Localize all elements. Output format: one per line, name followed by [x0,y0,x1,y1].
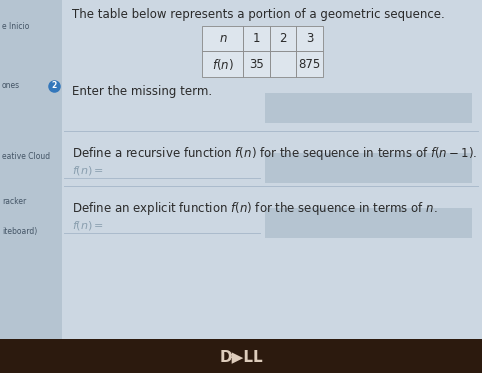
Text: eative Cloud: eative Cloud [2,152,50,161]
Text: 35: 35 [249,58,264,70]
Bar [202,26,243,51]
Bar [0,339,482,373]
Text: e Inicio: e Inicio [2,22,29,31]
Bar [296,51,323,77]
Text: 875: 875 [298,58,321,70]
Text: Define a recursive function $f(n)$ for the sequence in terms of $f(n-1)$.: Define a recursive function $f(n)$ for t… [72,145,477,162]
Bar [265,93,472,123]
Bar [243,51,270,77]
Bar [265,208,472,238]
Bar [270,26,296,51]
Text: racker: racker [2,197,26,206]
Bar [0,0,62,373]
Text: Define an explicit function $f(n)$ for the sequence in terms of $n$.: Define an explicit function $f(n)$ for t… [72,200,438,217]
Text: 2: 2 [52,81,56,90]
Text: $n$: $n$ [219,32,227,45]
Bar [270,51,296,77]
Text: $f(n) =$: $f(n) =$ [72,219,104,232]
Text: The table below represents a portion of a geometric sequence.: The table below represents a portion of … [72,8,445,21]
Text: iteboard): iteboard) [2,227,37,236]
Text: 2: 2 [280,32,287,45]
Text: D▶LL: D▶LL [219,349,263,364]
Bar [243,26,270,51]
Bar [296,26,323,51]
Bar [265,153,472,183]
Text: $f(n) =$: $f(n) =$ [72,164,104,177]
Text: 1: 1 [253,32,260,45]
Text: Enter the missing term.: Enter the missing term. [72,85,212,98]
Bar [202,51,243,77]
Text: $f(n)$: $f(n)$ [212,57,234,72]
Text: 3: 3 [306,32,313,45]
Text: ones: ones [2,81,20,90]
